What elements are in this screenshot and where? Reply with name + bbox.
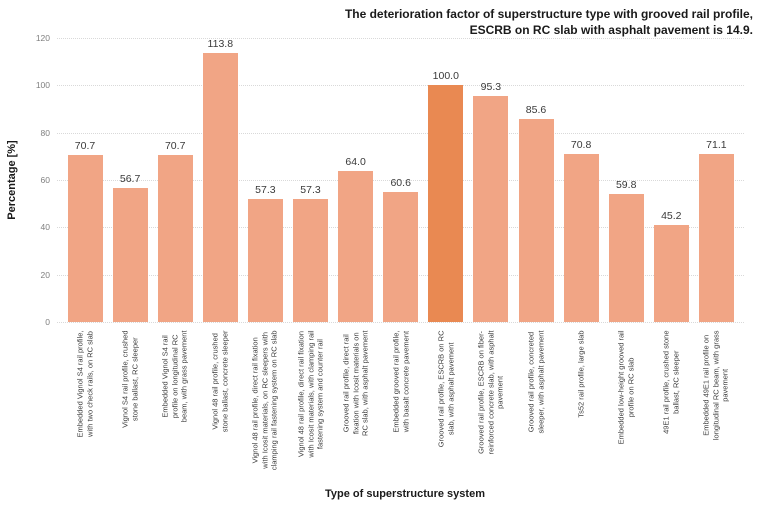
category-label: Embedded grooved rail profile, with basa… [378, 331, 423, 481]
y-tick-label: 100 [35, 80, 50, 91]
bar [608, 193, 644, 322]
gridline [57, 132, 744, 134]
category-label-text: Vignol 48 rail profile, direct rail fixa… [296, 330, 325, 458]
y-tick-label: 80 [40, 127, 50, 138]
bar [112, 187, 148, 322]
category-label: Grooved rail profile, ESCRB on RC slab, … [423, 331, 468, 481]
category-label-text: Grooved rail profile, concreted sleeper,… [526, 330, 546, 434]
bar [518, 119, 554, 322]
bar [247, 199, 283, 322]
bar-value-label: 70.7 [74, 139, 96, 152]
bar [428, 85, 464, 322]
y-tick-label: 20 [40, 269, 50, 280]
category-label-text: Embedded Vignol S4 rail profile, with tw… [75, 330, 95, 438]
category-label: Vignol 48 rail profile, direct rail fixa… [288, 331, 333, 481]
category-label-text: Grooved rail profile, ESCRB on RC slab, … [436, 330, 455, 448]
bar [653, 224, 689, 322]
bar [67, 154, 103, 322]
bar-value-label: 70.8 [570, 139, 592, 152]
bar-value-label: 95.3 [480, 81, 502, 94]
bar-value-label: 71.1 [706, 138, 727, 151]
category-label-text: Grooved rail profile, ESCRB on fiber- re… [476, 330, 505, 455]
gridline [57, 38, 744, 39]
bar-value-label: 57.3 [300, 184, 321, 197]
chart-title: The deterioration factor of superstructu… [344, 7, 753, 37]
bar [338, 170, 374, 322]
category-label-text: 49E1 rail profile, crushed stone ballast… [661, 330, 681, 434]
category-label: Grooved rail profile, ESCRB on fiber- re… [468, 331, 513, 481]
category-label-text: Embedded 49E1 rail profile on longitudin… [702, 330, 731, 441]
bar [383, 192, 419, 322]
category-label-text: Embedded grooved rail profile, with basa… [391, 330, 410, 433]
y-tick-label: 40 [40, 222, 50, 233]
category-label: 49E1 rail profile, crushed stone ballast… [649, 331, 694, 481]
category-label: Grooved rail profile, concreted sleeper,… [514, 331, 559, 481]
bar-value-label: 85.6 [525, 104, 547, 117]
category-label: Embedded Vignol S4 rail profile on longi… [153, 331, 198, 481]
category-label-text: Embedded low-height grooved rail profile… [616, 330, 636, 445]
gridline [57, 322, 744, 323]
bar-value-label: 56.7 [119, 172, 141, 185]
bar [698, 153, 734, 322]
category-label: Embedded 49E1 rail profile on longitudin… [694, 331, 739, 481]
y-tick-label: 60 [40, 175, 50, 185]
bar [202, 52, 238, 322]
x-axis-title: Type of superstructure system [325, 488, 485, 500]
y-tick-label: 120 [35, 33, 50, 43]
bar-value-label: 45.2 [661, 209, 682, 222]
bar [157, 154, 193, 322]
gridline [57, 180, 744, 181]
bar [563, 154, 599, 322]
y-tick-label: 0 [45, 317, 50, 327]
category-label-text: Vignol S4 rail profile, crushed stone ba… [120, 330, 140, 428]
category-label: Embedded low-height grooved rail profile… [604, 331, 649, 481]
category-label-text: Vignol 48 rail profile, direct rail fixa… [251, 330, 280, 471]
category-label: Vignol 48 rail profile, direct rail fixa… [243, 331, 288, 481]
category-label-text: Embedded Vignol S4 rail profile on longi… [160, 330, 189, 423]
category-label: Grooved rail profile, direct rail fixati… [333, 331, 378, 481]
bar-value-label: 57.3 [255, 184, 276, 197]
category-label-text: Ts52 rail profile, large slab [576, 330, 586, 418]
bar-value-label: 70.7 [164, 139, 186, 152]
gridline [57, 85, 744, 87]
bar [293, 199, 328, 322]
category-label: Ts52 rail profile, large slab [559, 331, 604, 481]
bar-value-label: 64.0 [345, 155, 366, 168]
category-label: Embedded Vignol S4 rail profile, with tw… [63, 331, 108, 481]
category-label: Vignol 48 rail profile, crushed stone ba… [198, 331, 243, 481]
bar-value-label: 59.8 [615, 178, 637, 191]
bar-value-label: 113.8 [207, 37, 234, 50]
bar-value-label: 60.6 [390, 177, 411, 190]
bar-value-label: 100.0 [432, 70, 459, 83]
category-label: Vignol S4 rail profile, crushed stone ba… [108, 331, 153, 481]
category-label-text: Vignol 48 rail profile, crushed stone ba… [210, 330, 230, 433]
bar [473, 96, 509, 322]
category-label-text: Grooved rail profile, direct rail fixati… [341, 330, 370, 436]
